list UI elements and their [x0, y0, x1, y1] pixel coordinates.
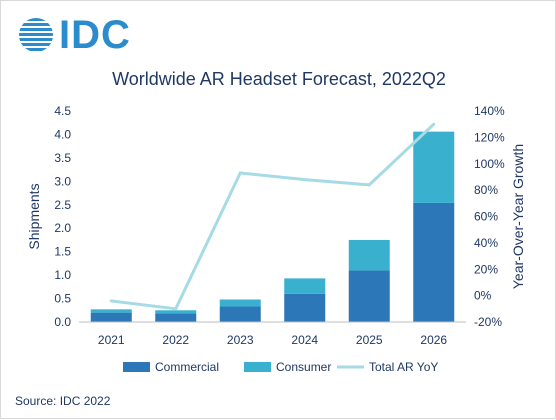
y-tick-label: 4.0 — [54, 127, 71, 141]
bar-commercial — [348, 270, 390, 322]
legend-swatch — [244, 362, 271, 372]
bar-commercial — [219, 306, 261, 322]
chart-title: Worldwide AR Headset Forecast, 2022Q2 — [112, 69, 446, 89]
y2-tick-label: 0% — [474, 289, 492, 303]
legend-label: Total AR YoY — [369, 360, 438, 374]
y-tick-label: 2.0 — [54, 221, 71, 235]
bar-commercial — [90, 312, 132, 322]
globe-icon — [19, 18, 53, 51]
x-tick-label: 2024 — [291, 333, 318, 347]
x-tick-label: 2023 — [227, 333, 254, 347]
y2-tick-label: 120% — [474, 130, 505, 144]
source-note: Source: IDC 2022 — [15, 394, 111, 408]
x-tick-label: 2026 — [420, 333, 447, 347]
y2-tick-label: -20% — [474, 315, 502, 329]
x-tick-label: 2022 — [162, 333, 189, 347]
y2-tick-label: 80% — [474, 183, 498, 197]
line-point — [432, 122, 436, 126]
bar-consumer — [413, 131, 455, 203]
y-tick-label: 3.5 — [54, 151, 71, 165]
y-tick-label: 2.5 — [54, 198, 71, 212]
line-total-yoy — [111, 123, 435, 311]
y-tick-label: 1.5 — [54, 245, 71, 259]
bar-consumer — [155, 310, 197, 314]
bar-commercial — [413, 202, 455, 322]
bar-consumer — [348, 239, 390, 271]
y-tick-label: 0.0 — [54, 315, 71, 329]
y-tick-label: 4.5 — [54, 104, 71, 118]
line-point — [238, 171, 242, 175]
y2-axis-title: Year-Over-Year Growth — [510, 144, 526, 289]
legend-label: Consumer — [276, 360, 331, 374]
y-tick-label: 3.0 — [54, 174, 71, 188]
bar-consumer — [219, 299, 261, 307]
bar-consumer — [90, 309, 132, 313]
x-tick-label: 2025 — [356, 333, 383, 347]
y2-tick-label: 100% — [474, 157, 505, 171]
bar-commercial — [155, 313, 197, 322]
x-tick-label: 2021 — [98, 333, 125, 347]
y-tick-label: 0.5 — [54, 292, 71, 306]
logo-text: IDC — [59, 13, 131, 57]
legend-label: Commercial — [155, 360, 219, 374]
idc-logo: IDC — [17, 15, 131, 55]
legend-swatch — [123, 362, 150, 372]
bar-commercial — [284, 293, 326, 322]
bar-consumer — [284, 278, 326, 294]
line-point — [303, 178, 307, 182]
y-axis-title: Shipments — [26, 183, 42, 249]
y2-tick-label: 140% — [474, 104, 505, 118]
y2-tick-label: 40% — [474, 236, 498, 250]
line-point — [174, 307, 178, 311]
y2-tick-label: 20% — [474, 262, 498, 276]
line-point — [367, 183, 371, 187]
line-point — [109, 299, 113, 303]
y-tick-label: 1.0 — [54, 268, 71, 282]
y2-tick-label: 60% — [474, 210, 498, 224]
